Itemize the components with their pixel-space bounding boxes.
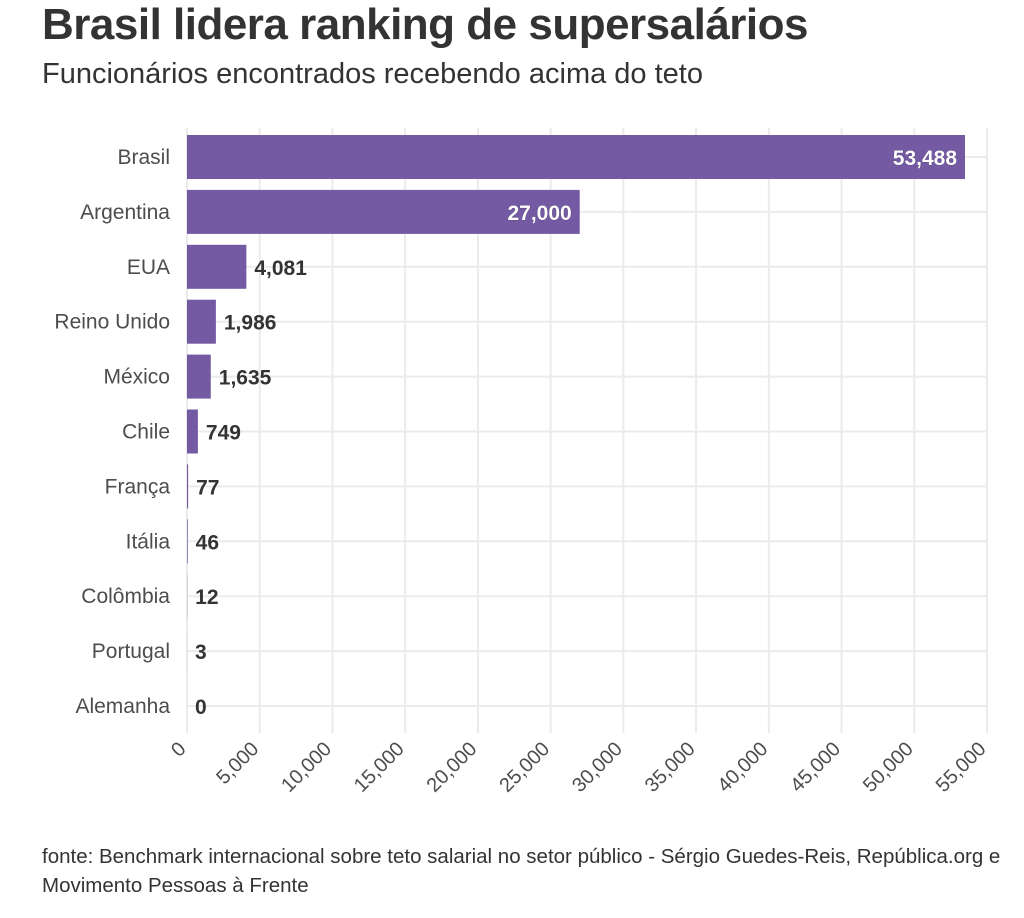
x-tick-label: 10,000: [277, 738, 336, 797]
x-tick-label: 35,000: [641, 738, 700, 797]
y-tick-label: Portugal: [92, 640, 170, 663]
y-tick-label: Reino Unido: [54, 311, 170, 334]
data-label: 53,488: [893, 147, 958, 170]
y-tick-label: EUA: [127, 256, 170, 279]
bar: [187, 135, 966, 179]
x-tick-label: 55,000: [932, 738, 991, 797]
data-label: 77: [196, 476, 219, 499]
y-tick-label: México: [103, 366, 170, 389]
y-tick-label: Colômbia: [81, 585, 170, 608]
bar: [187, 189, 580, 234]
x-tick-label: 0: [167, 738, 190, 761]
source-note: fonte: Benchmark internacional sobre tet…: [42, 845, 1001, 897]
data-label: 749: [206, 422, 241, 445]
data-label: 4,081: [254, 257, 307, 280]
x-tick-label: 25,000: [495, 738, 554, 797]
y-tick-label: Itália: [126, 530, 171, 553]
x-tick-label: 15,000: [350, 738, 409, 797]
bar: [187, 519, 188, 564]
data-label: 46: [196, 531, 219, 554]
bar: [187, 244, 247, 289]
y-tick-label: França: [105, 475, 171, 498]
data-label: 1,635: [219, 367, 272, 390]
chart-title: Brasil lidera ranking de supersalários: [42, 0, 809, 49]
data-label: 12: [195, 586, 218, 609]
bar-chart: Brasil 53,488 Argentina 27,000 EUA 4,081 Reino…: [54, 128, 991, 797]
data-label: 27,000: [507, 202, 571, 225]
y-tick-label: Chile: [122, 421, 170, 444]
bar: [187, 354, 211, 399]
bar: [187, 409, 198, 454]
bar: [187, 299, 216, 344]
y-tick-label: Argentina: [80, 201, 170, 224]
y-tick-label: Alemanha: [75, 695, 170, 718]
chart-subtitle: Funcionários encontrados recebendo acima…: [42, 58, 703, 90]
data-label: 1,986: [224, 312, 277, 335]
x-tick-label: 40,000: [714, 738, 773, 797]
x-tick-label: 45,000: [786, 738, 845, 797]
data-label: 0: [195, 696, 207, 719]
x-tick-label: 20,000: [423, 738, 482, 797]
data-label: 3: [195, 641, 207, 664]
x-tick-label: 50,000: [859, 738, 918, 797]
x-tick-label: 30,000: [568, 738, 627, 797]
x-tick-label: 5,000: [212, 738, 263, 789]
bar: [187, 464, 189, 509]
y-tick-label: Brasil: [117, 146, 170, 169]
